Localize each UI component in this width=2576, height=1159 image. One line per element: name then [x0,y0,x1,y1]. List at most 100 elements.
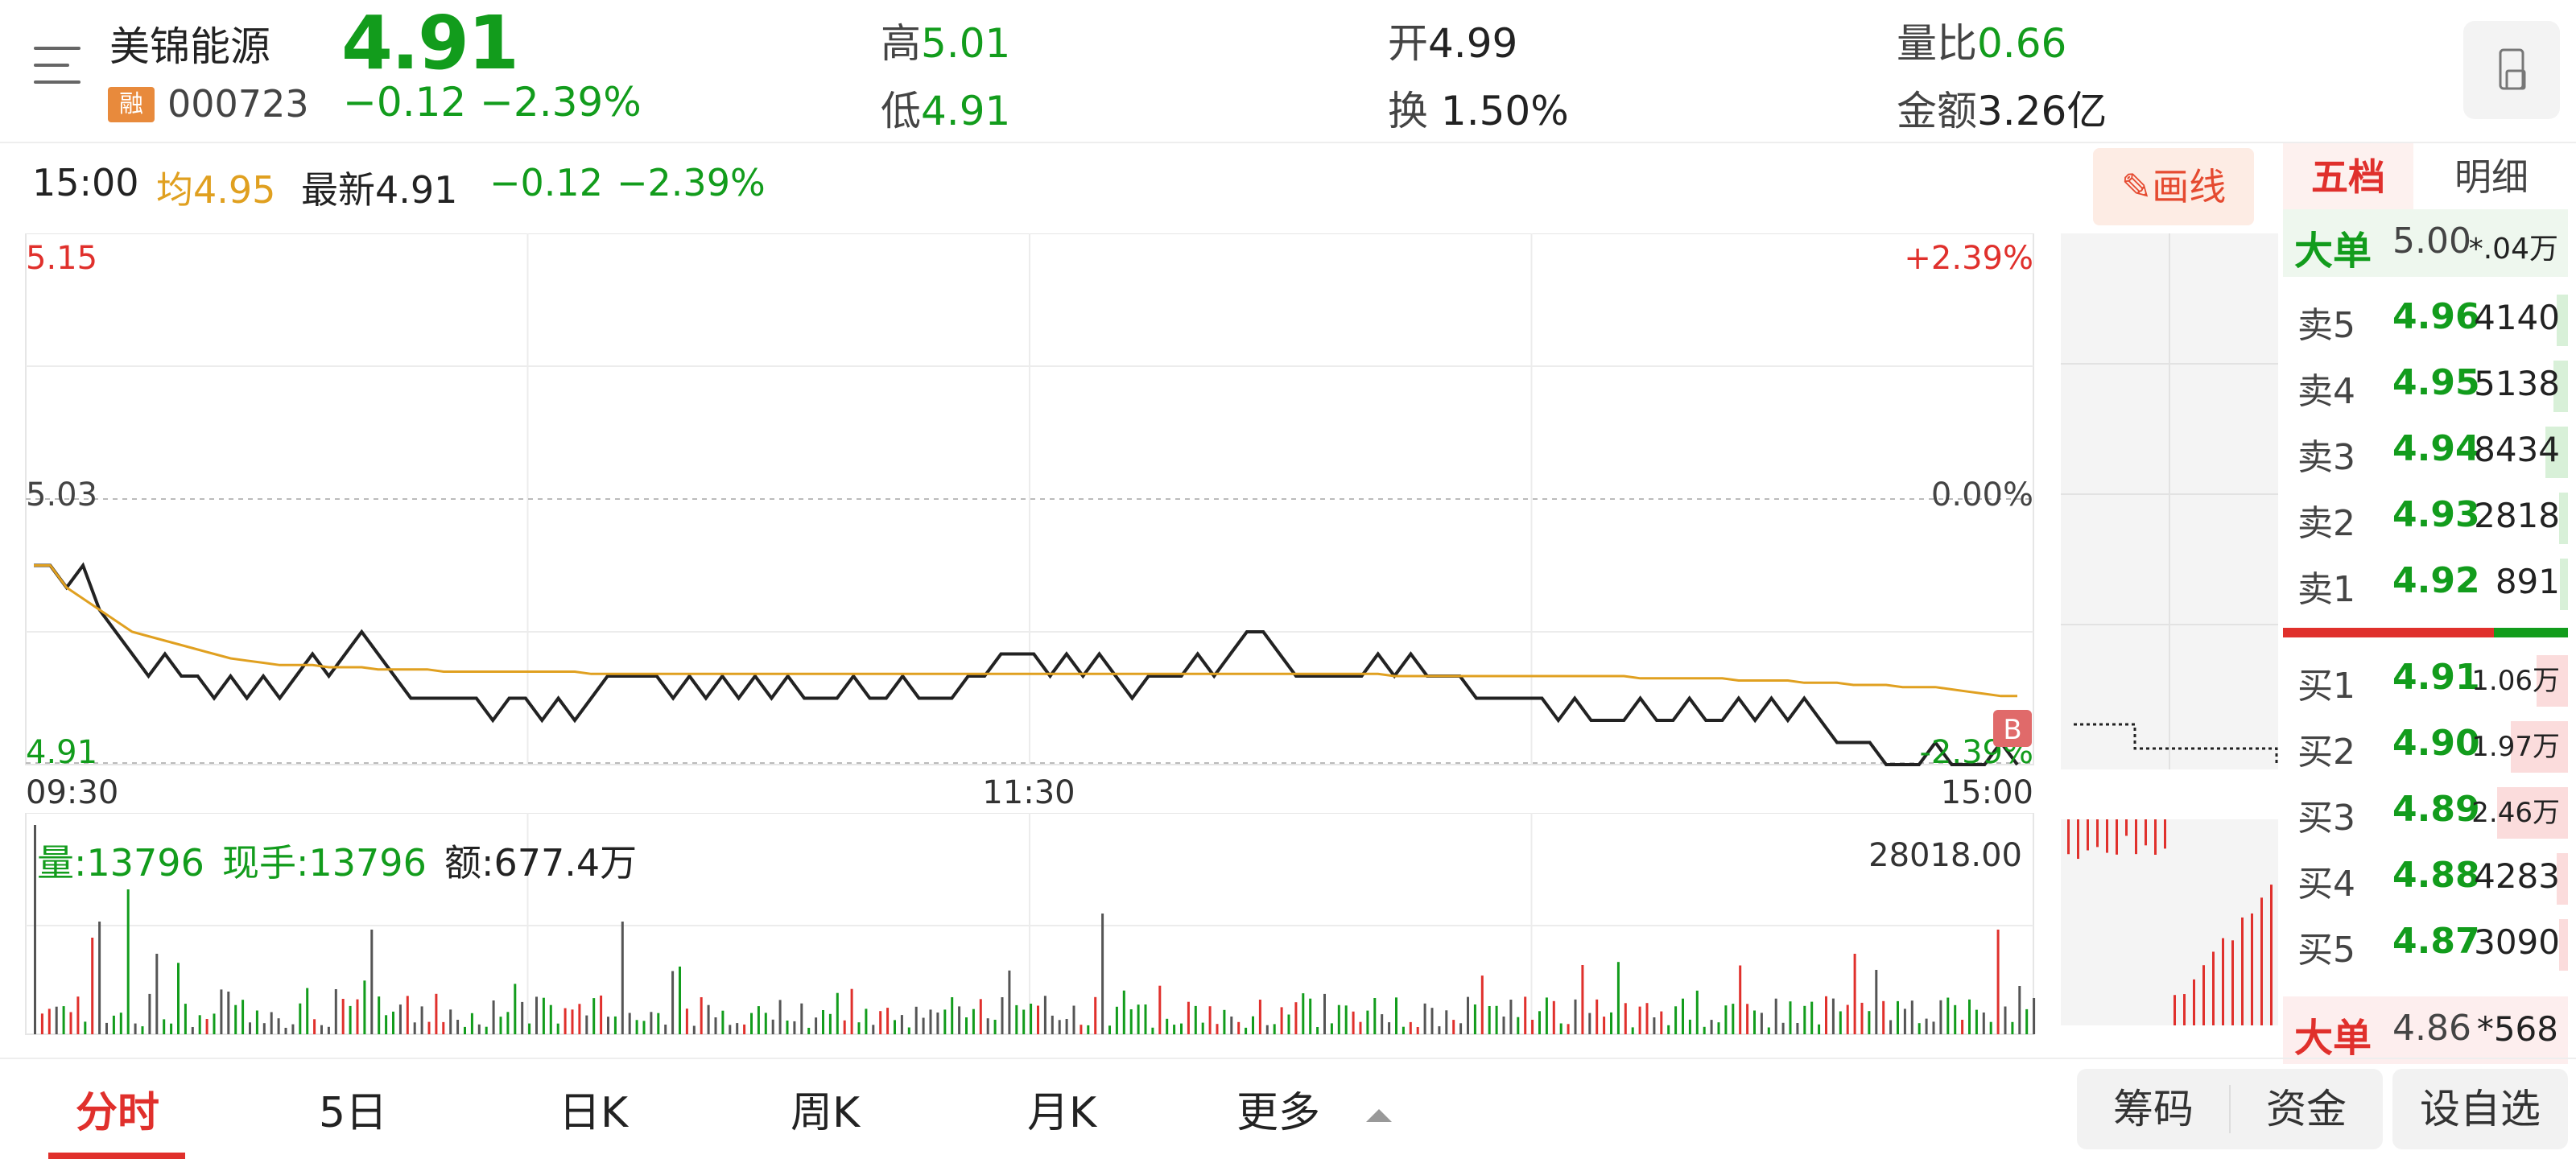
volume-bar [492,1000,495,1034]
buy-row-2[interactable]: 买2 4.90 1.97万 [2283,715,2568,779]
buy-row-1[interactable]: 买1 4.91 1.06万 [2283,649,2568,713]
tab-weekly-k[interactable]: 周K [791,1089,861,1137]
volume-bar [822,1010,824,1034]
volume-bar [1273,1024,1276,1034]
stat-low-value: 4.91 [921,88,1011,134]
tab-5day[interactable]: 5日 [319,1089,388,1137]
volume-bar [76,996,80,1034]
mini-depth-panel [2061,233,2278,1025]
volume-bar [277,1018,280,1034]
volume-bar [650,1012,653,1034]
tab-more[interactable]: 更多 [1236,1079,1392,1139]
volume-bar [2018,986,2021,1034]
volume-bar [1473,1004,1476,1034]
tab-monthly-k[interactable]: 月K [1027,1089,1097,1137]
volume-bar [2011,1021,2014,1034]
volume-bar [1495,1005,1498,1034]
y-label-mid: 5.03 [26,476,97,514]
volume-bar [1667,1025,1670,1034]
volume-bar [1989,1021,1992,1034]
volume-bar [951,997,954,1034]
volume-bar [1122,990,1125,1034]
volume-bar [1903,1008,1906,1034]
chart-grid [25,233,2034,765]
rotate-screen-button[interactable] [2463,21,2560,119]
volume-bar [628,1013,631,1034]
active-tab-underline [48,1153,185,1159]
stat-open-label: 开 [1388,20,1428,67]
volume-bar [1080,1025,1083,1034]
buy-price: 4.89 [2392,789,2480,830]
stat-high-value: 5.01 [921,20,1011,67]
add-watchlist-button[interactable]: 设自选 [2392,1069,2568,1149]
menu-icon[interactable] [34,42,82,92]
fund-flow-button[interactable]: 资金 [2266,1086,2347,1132]
volume-bar [1445,1010,1448,1034]
volume-bar [1381,1014,1384,1034]
chip-fund-group: 筹码 资金 [2077,1069,2383,1149]
volume-bar [1258,1000,1261,1034]
bottom-divider [0,1058,2576,1059]
sell-row-1[interactable]: 卖5 4.96 4140 [2283,288,2568,353]
volume-bar [1115,1006,1118,1034]
volume-bar [1201,1022,1204,1034]
chip-distribution-button[interactable]: 筹码 [2113,1086,2194,1132]
volume-bar [406,996,409,1034]
volume-bar [249,1022,251,1034]
sell-row-5[interactable]: 卖1 4.92 891 [2283,552,2568,617]
sell-row-4[interactable]: 卖2 4.93 2818 [2283,486,2568,551]
volume-bar [378,996,381,1034]
margin-badge: 融 [108,87,155,122]
info-latest: 最新4.91 [301,161,457,214]
volume-bar [177,963,180,1034]
volume-bar [464,1026,466,1034]
volume-bar [1280,1007,1283,1034]
sell-row-2[interactable]: 卖4 4.95 5138 [2283,354,2568,419]
buy-volume-bar [2496,787,2568,839]
tab-five-levels[interactable]: 五档 [2283,143,2413,211]
volume-bar [1001,997,1004,1034]
volume-bar [213,1013,216,1034]
buy-label: 买4 [2297,864,2355,905]
tab-intraday[interactable]: 分时 [76,1089,160,1137]
volume-bar [778,1000,782,1034]
intraday-chart[interactable]: 5.15 5.03 4.91 +2.39% 0.00% -2.39% 09:30… [0,233,2045,813]
volume-bar [1789,1001,1792,1034]
tab-daily-k[interactable]: 日K [559,1089,629,1137]
volume-bar [800,1003,803,1034]
volume-bar [1939,1000,1942,1034]
volume-bar [571,1009,574,1034]
volume-bar [1344,1005,1348,1034]
volume-bar [592,998,596,1034]
big-order-bottom-label: 大单 [2294,1016,2372,1061]
tab-details[interactable]: 明细 [2454,155,2529,199]
buy-row-5[interactable]: 买5 4.87 3090 [2283,913,2568,977]
buy-row-4[interactable]: 买4 4.88 4283 [2283,847,2568,911]
draw-line-button[interactable]: ✎画线 [2093,148,2254,225]
buy-price: 4.87 [2392,921,2480,962]
volume-bar [679,966,681,1034]
stat-high: 高5.01 [881,11,1010,69]
buy-marker[interactable]: B [1993,710,2032,747]
volume-bar [1194,1005,1197,1034]
stat-amount-label: 金额 [1897,88,1977,134]
volume-bar [1732,1004,1735,1034]
stock-name: 美锦能源 [109,23,270,70]
volume-bar [1603,1017,1606,1034]
volume-bar [1337,1004,1340,1034]
volume-bar [1352,1011,1355,1034]
y-label-bottom: 4.91 [26,734,97,771]
volume-bar [112,1015,115,1034]
buy-volume-bar [2559,919,2568,971]
volume-bar [714,1017,717,1034]
x-label-close: 15:00 [1941,774,2033,811]
volume-bar [1416,1027,1419,1034]
volume-bar [958,1006,961,1034]
volume-bar [1366,1010,1369,1034]
volume-bar [1524,996,1527,1034]
volume-bar [148,993,151,1034]
sell-row-3[interactable]: 卖3 4.94 8434 [2283,420,2568,485]
volume-bars [34,825,2036,1034]
volume-bar [1208,1006,1212,1034]
buy-row-3[interactable]: 买3 4.89 2.46万 [2283,781,2568,845]
